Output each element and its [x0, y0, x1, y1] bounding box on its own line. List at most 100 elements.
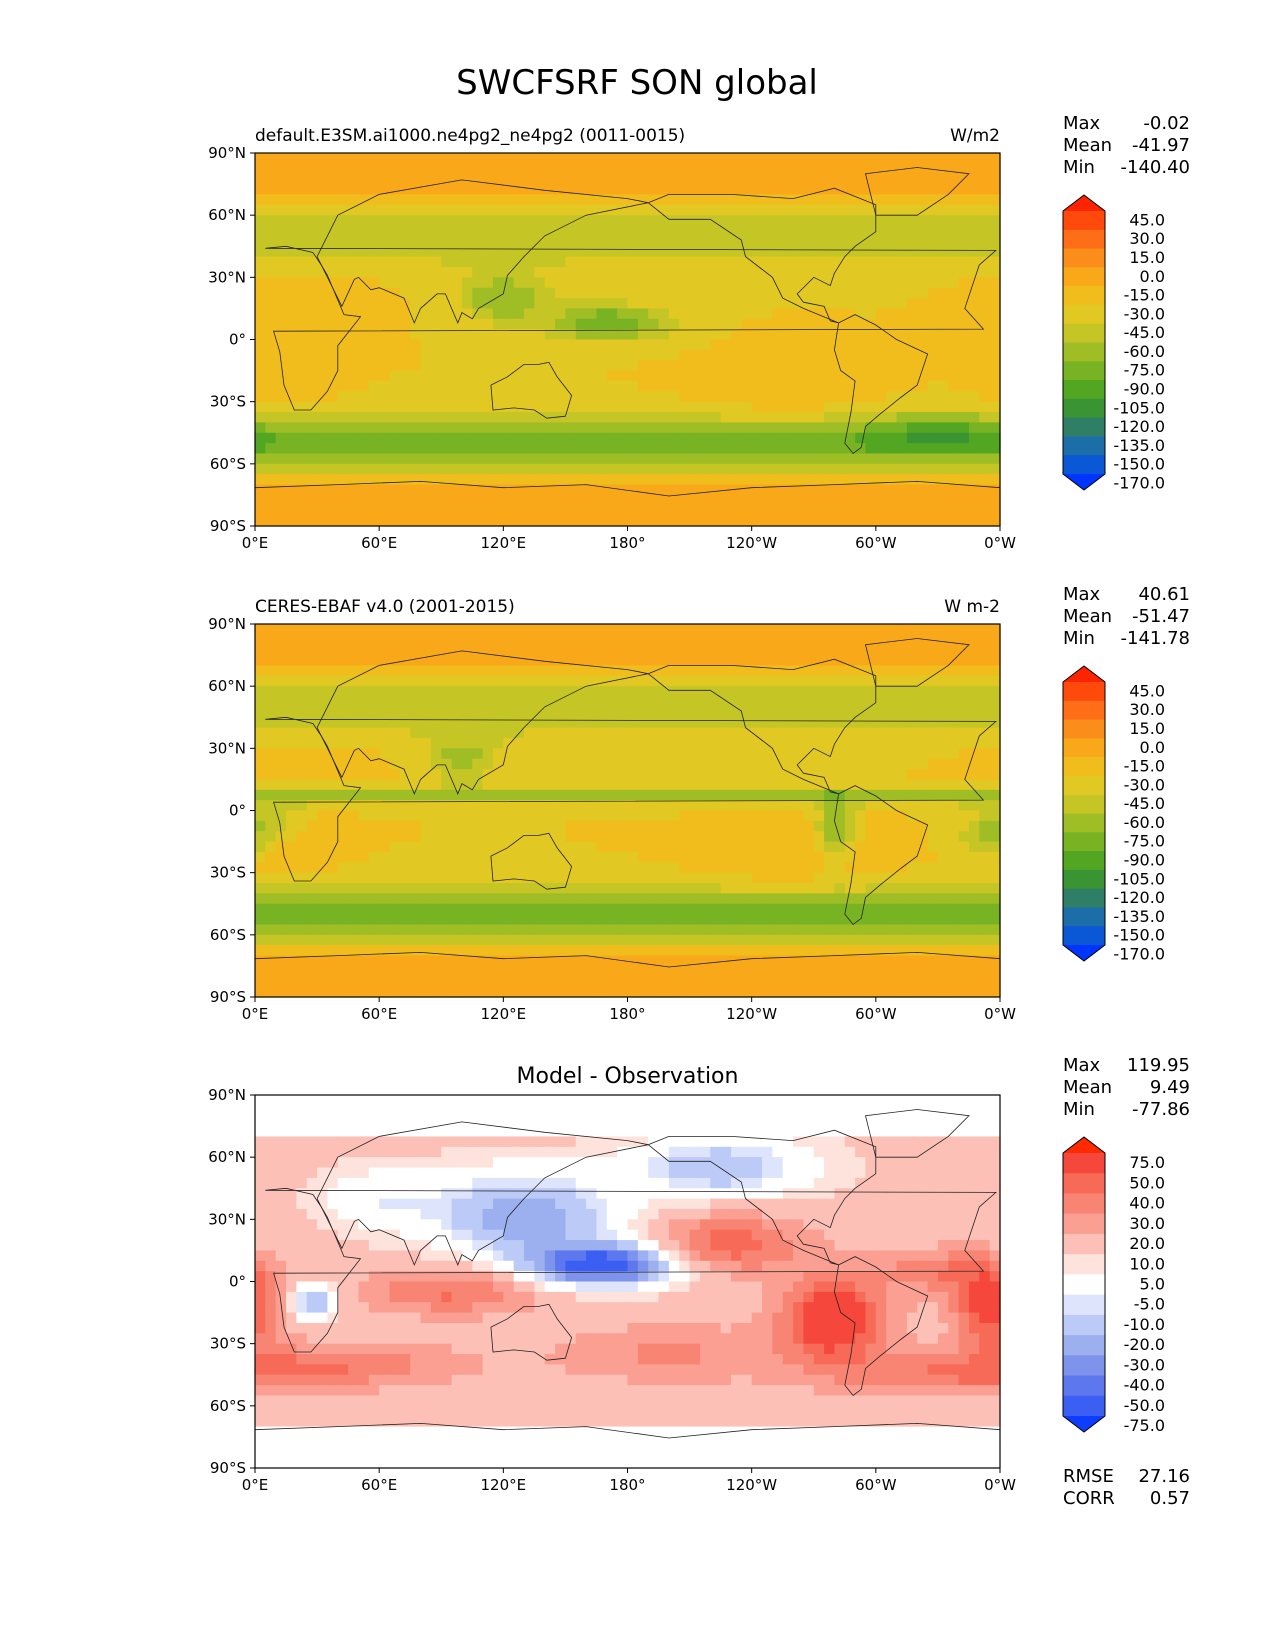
field-cell — [296, 463, 308, 475]
field-cell — [596, 800, 608, 812]
field-cell — [958, 153, 970, 164]
field-cell — [958, 204, 970, 216]
field-cell — [741, 655, 753, 667]
field-cell — [793, 453, 805, 465]
field-cell — [989, 851, 1001, 863]
field-cell — [679, 810, 691, 822]
field-cell — [317, 706, 329, 718]
field-cell — [741, 862, 753, 874]
field-cell — [441, 349, 453, 361]
field-cell — [896, 432, 908, 444]
field-cell — [337, 800, 349, 812]
field-cell — [793, 686, 805, 698]
field-cell — [596, 277, 608, 289]
field-cell — [286, 266, 297, 278]
field-cell — [544, 644, 556, 656]
field-cell — [637, 686, 649, 698]
field-cell — [668, 370, 680, 382]
field-cell — [317, 686, 329, 698]
field-cell — [689, 810, 701, 822]
field-cell — [772, 215, 784, 227]
field-cell — [306, 298, 318, 310]
field-cell — [575, 318, 587, 330]
field-cell — [948, 748, 960, 760]
field-cell — [606, 298, 618, 310]
field-cell — [461, 225, 473, 237]
field-cell — [358, 515, 370, 527]
field-cell — [265, 277, 277, 289]
field-cell — [679, 246, 691, 258]
field-cell — [565, 412, 577, 423]
field-cell — [503, 163, 515, 175]
field-cell — [555, 748, 567, 760]
field-cell — [399, 779, 411, 791]
field-cell — [968, 727, 980, 739]
field-cell — [989, 872, 1001, 884]
field-cell — [555, 153, 567, 164]
field-cell — [865, 914, 877, 926]
field-cell — [751, 737, 763, 749]
field-cell — [513, 246, 525, 258]
field-cell — [824, 686, 836, 698]
field-cell — [379, 893, 391, 905]
field-cell — [699, 665, 711, 677]
field-cell — [937, 370, 949, 382]
field-cell — [327, 380, 339, 392]
field-cell — [710, 644, 722, 656]
field-cell — [596, 266, 608, 278]
field-cell — [596, 194, 608, 206]
field-cell — [492, 298, 504, 310]
field-cell — [917, 266, 929, 278]
field-cell — [844, 494, 856, 506]
field-cell — [627, 494, 639, 506]
field-cell — [906, 153, 918, 164]
field-cell — [513, 800, 525, 812]
field-cell — [430, 443, 442, 455]
field-cell — [699, 924, 711, 936]
field-cell — [927, 235, 939, 247]
figure-title: SWCFSRF SON global — [456, 63, 818, 103]
field-cell — [710, 872, 722, 884]
field-cell — [627, 872, 639, 884]
field-cell — [689, 287, 701, 299]
field-cell — [275, 298, 287, 310]
field-cell — [762, 903, 773, 915]
field-cell — [927, 298, 939, 310]
field-cell — [979, 624, 991, 635]
field-cell — [937, 215, 949, 227]
field-cell — [265, 634, 277, 646]
field-cell — [255, 360, 266, 372]
field-cell — [906, 655, 918, 667]
field-cell — [865, 634, 877, 646]
field-cell — [544, 360, 556, 372]
field-cell — [855, 349, 867, 361]
field-cell — [606, 903, 618, 915]
field-cell — [368, 934, 380, 946]
field-cell — [648, 163, 660, 175]
field-cell — [534, 706, 546, 718]
field-cell — [596, 380, 608, 392]
field-cell — [855, 748, 867, 760]
field-cell — [813, 360, 825, 372]
field-cell — [368, 717, 380, 729]
field-cell — [906, 644, 918, 656]
field-cell — [492, 266, 504, 278]
field-cell — [389, 153, 401, 164]
field-cell — [865, 235, 877, 247]
field-cell — [865, 463, 877, 475]
field-cell — [668, 934, 680, 946]
field-cell — [379, 675, 391, 687]
field-cell — [606, 246, 618, 258]
field-cell — [399, 422, 411, 434]
lat-tick-label: 90°N — [208, 144, 246, 162]
field-cell — [606, 308, 618, 320]
field-cell — [772, 717, 784, 729]
field-cell — [348, 862, 360, 874]
field-cell — [379, 474, 391, 486]
field-cell — [658, 370, 670, 382]
field-cell — [286, 380, 297, 392]
field-cell — [513, 194, 525, 206]
field-cell — [782, 717, 794, 729]
field-cell — [875, 862, 887, 874]
field-cell — [482, 298, 494, 310]
